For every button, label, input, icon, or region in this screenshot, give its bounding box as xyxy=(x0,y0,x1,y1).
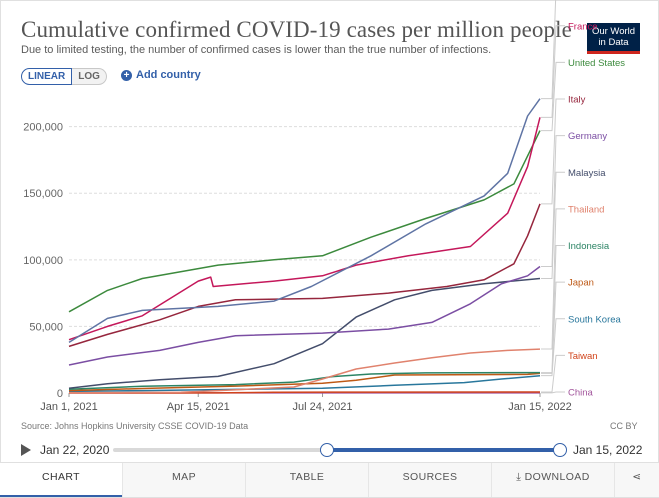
timeline-start-handle[interactable] xyxy=(320,443,334,457)
bottom-tabs: CHART MAP TABLE SOURCES ⤓ DOWNLOAD ⋖ xyxy=(0,462,659,497)
series-line-italy xyxy=(68,203,541,348)
leader-line-thailand xyxy=(541,208,565,350)
timeline-selected-range[interactable] xyxy=(327,448,560,452)
series-label-taiwan: Taiwan xyxy=(568,351,598,362)
play-icon[interactable] xyxy=(21,444,31,456)
log-scale-button[interactable]: LOG xyxy=(72,68,107,85)
series-line-france xyxy=(68,117,541,341)
leader-line-south-korea xyxy=(541,318,565,377)
series-label-italy: Italy xyxy=(568,95,586,106)
series-label-malaysia: Malaysia xyxy=(568,168,606,179)
series-label-france: France xyxy=(568,21,598,32)
leader-line-italy xyxy=(541,98,565,205)
leader-line-malaysia xyxy=(541,171,565,279)
x-tick-label: Apr 15, 2021 xyxy=(167,401,230,413)
leader-line-taiwan xyxy=(541,354,565,393)
x-tick-label: Jul 24, 2021 xyxy=(293,401,353,413)
logo-red-bar xyxy=(587,51,640,54)
license-link[interactable]: CC BY xyxy=(610,421,638,431)
share-icon: ⋖ xyxy=(632,471,642,483)
leader-line-china xyxy=(541,391,565,394)
leader-line-germany xyxy=(541,135,565,267)
add-country-button[interactable]: + Add country xyxy=(121,69,201,81)
leader-line-united-kingdom xyxy=(541,0,557,100)
leader-line-france xyxy=(541,25,565,118)
y-tick-label: 200,000 xyxy=(23,122,63,134)
series-label-japan: Japan xyxy=(568,278,594,289)
y-tick-label: 0 xyxy=(57,388,63,400)
timeline-end-handle[interactable] xyxy=(553,443,567,457)
x-tick-label: Jan 15, 2022 xyxy=(508,401,572,413)
series-label-china: China xyxy=(568,388,594,399)
series-label-south-korea: South Korea xyxy=(568,314,622,325)
timeline-start-date[interactable]: Jan 22, 2020 xyxy=(40,443,110,457)
tab-chart[interactable]: CHART xyxy=(0,463,122,497)
y-tick-label: 50,000 xyxy=(29,321,63,333)
tab-download[interactable]: ⤓ DOWNLOAD xyxy=(491,463,614,497)
chart-title: Cumulative confirmed COVID-19 cases per … xyxy=(21,17,572,42)
logo-line-2: in Data xyxy=(598,37,629,48)
series-line-germany xyxy=(68,265,541,366)
series-line-thailand xyxy=(68,348,541,394)
y-tick-label: 150,000 xyxy=(23,188,63,200)
share-button[interactable]: ⋖ xyxy=(614,463,659,497)
series-line-united-kingdom xyxy=(68,98,541,344)
scale-toggle: LINEAR LOG xyxy=(21,68,107,85)
plus-icon: + xyxy=(121,69,132,81)
y-tick-label: 100,000 xyxy=(23,255,63,267)
timeline-end-date[interactable]: Jan 15, 2022 xyxy=(573,443,643,457)
x-tick-label: Jan 1, 2021 xyxy=(40,401,98,413)
series-label-germany: Germany xyxy=(568,131,607,142)
series-label-indonesia: Indonesia xyxy=(568,241,610,252)
logo-line-1: Our World xyxy=(591,26,636,37)
line-chart: 0 50,000 100,000 150,000 200,000 Jan 1, 2021 A… xyxy=(23,0,625,413)
tab-table[interactable]: TABLE xyxy=(245,463,368,497)
series-line-japan xyxy=(68,372,541,392)
download-icon: ⤓ xyxy=(516,471,525,483)
source-note[interactable]: Source: Johns Hopkins University CSSE CO… xyxy=(21,421,249,431)
series-line-malaysia xyxy=(68,277,541,390)
leader-line-indonesia xyxy=(541,245,565,374)
series-label-united-states: United States xyxy=(568,58,625,69)
series-line-indonesia xyxy=(68,371,541,391)
linear-scale-button[interactable]: LINEAR xyxy=(21,68,73,85)
chart-subtitle: Due to limited testing, the number of co… xyxy=(21,44,492,56)
tab-sources[interactable]: SOURCES xyxy=(368,463,491,497)
series-line-south-korea xyxy=(68,374,541,393)
tab-map[interactable]: MAP xyxy=(122,463,245,497)
add-country-label: Add country xyxy=(136,69,201,81)
tab-download-label: DOWNLOAD xyxy=(524,471,590,483)
owid-logo[interactable]: Our World in Data xyxy=(587,23,640,54)
leader-line-japan xyxy=(541,281,565,374)
leader-line-united-states xyxy=(541,61,565,132)
series-label-thailand: Thailand xyxy=(568,204,604,215)
series-line-united-states xyxy=(68,130,541,313)
